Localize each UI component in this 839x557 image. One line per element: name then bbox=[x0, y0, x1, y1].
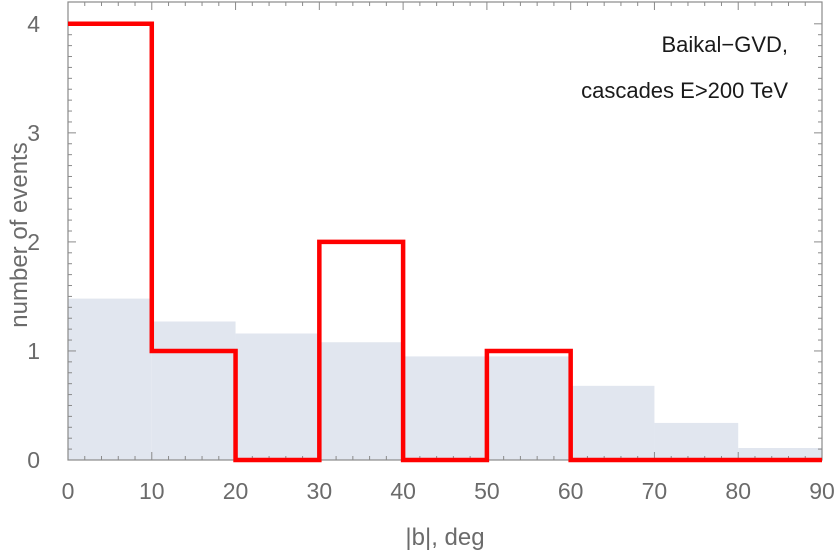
expected-bar-30-40 bbox=[319, 342, 404, 460]
y-tick-label: 0 bbox=[27, 447, 40, 473]
axis-ticks bbox=[67, 2, 823, 461]
annotation-line-1: Baikal−GVD, bbox=[661, 32, 788, 57]
annotation-line-2: cascades E>200 TeV bbox=[581, 78, 788, 103]
expected-bar-80-90 bbox=[738, 448, 822, 460]
expected-bar-70-80 bbox=[654, 422, 739, 460]
expected-bar-40-50 bbox=[403, 356, 487, 460]
y-tick-label: 1 bbox=[27, 338, 40, 364]
x-tick-label: 50 bbox=[474, 478, 500, 504]
expected-bar-0-10 bbox=[68, 298, 152, 460]
x-tick-label: 70 bbox=[642, 478, 668, 504]
observed-events-step-line bbox=[68, 21, 822, 463]
expected-bar-60-70 bbox=[570, 385, 655, 460]
expected-bar-10-20 bbox=[151, 321, 236, 460]
x-tick-label: 10 bbox=[139, 478, 165, 504]
y-tick-labels: 0 1 2 3 4 bbox=[27, 11, 40, 473]
x-tick-label: 40 bbox=[390, 478, 416, 504]
x-tick-label: 80 bbox=[725, 478, 751, 504]
x-tick-label: 60 bbox=[558, 478, 584, 504]
x-tick-label: 0 bbox=[62, 478, 75, 504]
x-tick-labels: 0 10 20 30 40 50 60 70 80 90 bbox=[62, 478, 835, 504]
y-tick-label: 4 bbox=[27, 11, 40, 37]
x-axis-title: |b|, deg bbox=[405, 524, 484, 551]
expected-bar-50-60 bbox=[486, 356, 571, 460]
x-tick-label: 90 bbox=[809, 478, 835, 504]
x-tick-label: 30 bbox=[307, 478, 333, 504]
y-tick-label: 3 bbox=[27, 120, 40, 146]
expected-background-bars bbox=[68, 298, 822, 460]
y-tick-label: 2 bbox=[27, 229, 40, 255]
expected-bar-20-30 bbox=[235, 333, 320, 460]
x-tick-label: 20 bbox=[223, 478, 249, 504]
y-axis-title: number of events bbox=[6, 142, 33, 327]
